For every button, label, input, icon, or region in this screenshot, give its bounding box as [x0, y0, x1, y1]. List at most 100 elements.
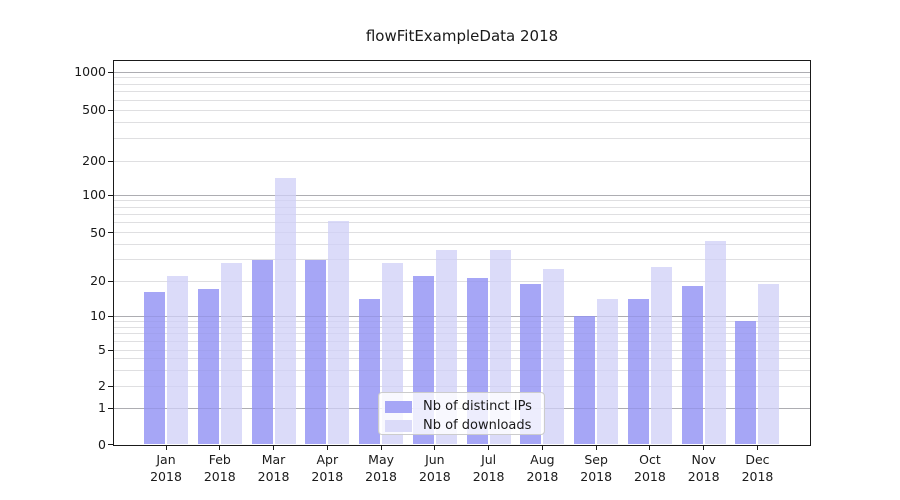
x-tick — [434, 446, 436, 450]
gridline-major-overlay — [114, 71, 810, 73]
gridline-minor — [114, 77, 810, 79]
y-tick — [108, 349, 113, 351]
gridline-minor — [114, 222, 810, 224]
x-tick-label: Oct 2018 — [618, 451, 682, 485]
x-tick-label-line: Feb — [208, 452, 231, 467]
gridline-minor-overlay — [114, 358, 810, 360]
x-tick-label: Apr 2018 — [295, 451, 359, 485]
gridline-minor-overlay — [114, 206, 810, 208]
y-tick-label: 1000 — [74, 64, 106, 79]
gridline-major-overlay — [114, 194, 810, 196]
gridline-minor — [114, 109, 810, 111]
x-tick-label-line: Jan — [156, 452, 176, 467]
y-tick-label: 10 — [90, 308, 106, 324]
x-tick-label: Jan 2018 — [134, 451, 198, 485]
x-tick-label-line: May — [368, 452, 394, 467]
x-tick — [756, 446, 758, 450]
x-tick-label-line: Apr — [316, 452, 339, 467]
bar-distinct-ips-sep — [574, 316, 596, 445]
y-tick-label: 5 — [98, 342, 106, 357]
legend-row: Nb of downloads — [379, 416, 544, 435]
x-tick-label-line: 2018 — [741, 469, 774, 484]
bar-downloads-dec — [758, 283, 780, 445]
x-tick-label-line: 2018 — [203, 469, 236, 484]
y-tick — [108, 109, 113, 111]
legend-swatch-downloads — [385, 419, 412, 432]
gridline-minor-overlay — [114, 232, 810, 234]
x-tick-label-line: Aug — [530, 452, 555, 467]
x-tick-label: Jul 2018 — [457, 451, 521, 485]
x-tick-label: Nov 2018 — [672, 451, 736, 485]
legend-swatch-distinct-ips — [385, 400, 412, 413]
bar-downloads-oct — [650, 267, 672, 445]
x-tick — [595, 446, 597, 450]
gridline-minor — [114, 333, 810, 335]
bar-distinct-ips-feb — [197, 289, 219, 445]
legend-label: Nb of distinct IPs — [423, 399, 532, 414]
gridline-minor-overlay — [114, 243, 810, 245]
y-tick-label: 50 — [90, 224, 106, 240]
legend-label: Nb of downloads — [423, 418, 532, 433]
x-tick-label-line: 2018 — [472, 469, 505, 484]
x-tick-label-line: Oct — [639, 452, 661, 467]
bar-downloads-mar — [274, 178, 296, 445]
gridline-major-overlay — [114, 315, 810, 317]
bar-distinct-ips-mar — [251, 259, 273, 445]
x-tick-label: Mar 2018 — [242, 451, 306, 485]
x-tick-label-line: 2018 — [365, 469, 397, 484]
gridline-minor-overlay — [114, 137, 810, 139]
x-tick-label-line: 2018 — [687, 469, 720, 484]
legend: Nb of distinct IPs Nb of downloads — [378, 392, 545, 435]
gridline-minor — [114, 232, 810, 234]
bar-downloads-sep — [597, 299, 619, 445]
y-tick — [108, 407, 113, 409]
x-tick-label-line: Jul — [481, 452, 497, 467]
x-tick — [649, 446, 651, 450]
x-tick-label: Sep 2018 — [564, 451, 628, 485]
gridline-minor — [114, 200, 810, 202]
y-tick-label: 0 — [98, 436, 106, 452]
gridline-minor-overlay — [114, 200, 810, 202]
gridline-minor — [114, 213, 810, 215]
x-tick — [165, 446, 167, 450]
x-tick-label-line: Dec — [745, 452, 770, 467]
x-tick-label-line: 2018 — [311, 469, 344, 484]
gridline-minor — [114, 358, 810, 360]
gridline-minor-overlay — [114, 99, 810, 101]
gridline-minor-overlay — [114, 160, 810, 162]
gridline-minor — [114, 160, 810, 162]
x-tick — [273, 446, 275, 450]
gridline-minor-overlay — [114, 280, 810, 282]
gridline-minor — [114, 206, 810, 208]
bar-distinct-ips-nov — [681, 286, 703, 445]
gridline-major — [114, 315, 810, 317]
gridline-minor-overlay — [114, 121, 810, 123]
gridline-minor — [114, 385, 810, 387]
x-tick-label: Jun 2018 — [403, 451, 467, 485]
x-tick — [703, 446, 705, 450]
gridline-minor — [114, 349, 810, 351]
x-tick-label: Dec 2018 — [725, 451, 789, 485]
gridline-minor — [114, 369, 810, 371]
gridline-minor-overlay — [114, 333, 810, 335]
x-tick — [326, 446, 328, 450]
gridline-minor-overlay — [114, 77, 810, 79]
x-tick — [219, 446, 221, 450]
bar-distinct-ips-oct — [627, 299, 649, 445]
x-tick — [488, 446, 490, 450]
gridline-minor-overlay — [114, 369, 810, 371]
gridline-major — [114, 71, 810, 73]
gridline-minor — [114, 340, 810, 342]
y-tick — [108, 444, 113, 445]
gridline-minor-overlay — [114, 340, 810, 342]
gridline-minor-overlay — [114, 109, 810, 111]
gridline-minor-overlay — [114, 222, 810, 224]
gridline-minor-overlay — [114, 83, 810, 85]
y-tick — [108, 315, 113, 317]
y-tick — [108, 160, 113, 162]
gridline-minor-overlay — [114, 91, 810, 93]
gridline-minor — [114, 259, 810, 261]
y-tick — [108, 194, 113, 196]
gridline-minor-overlay — [114, 349, 810, 351]
x-tick-label-line: 2018 — [634, 469, 666, 484]
